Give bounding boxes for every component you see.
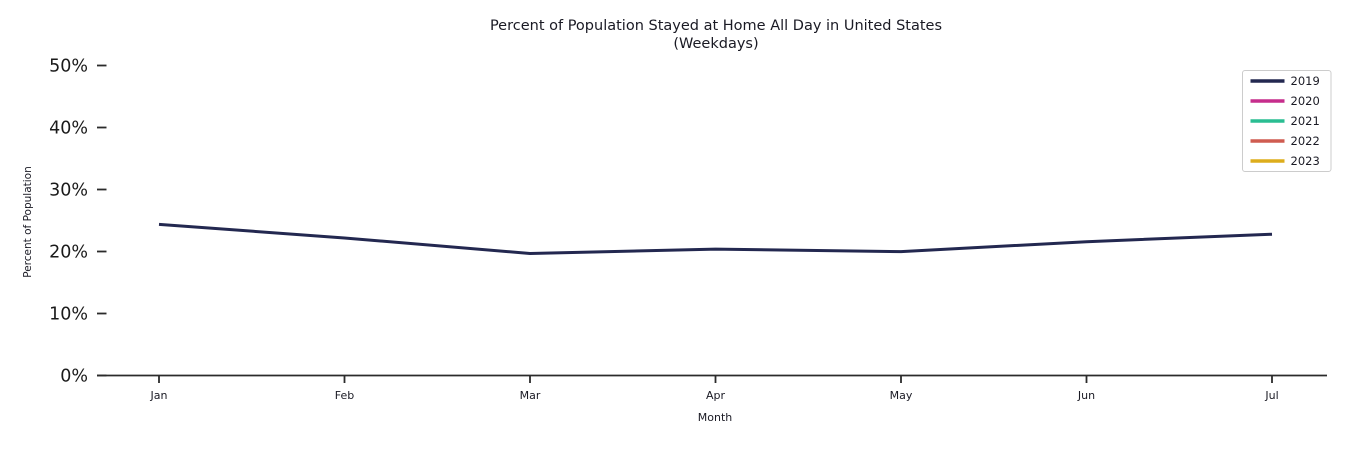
x-axis-label: Month <box>698 411 733 424</box>
y-tick-label: 50% <box>49 57 88 77</box>
y-axis-ticks: 0% 10% 20% 30% 40% 50% <box>49 57 107 387</box>
chart-title: Percent of Population Stayed at Home All… <box>490 18 942 34</box>
legend: 2019 2020 2021 2022 2023 <box>1242 70 1332 172</box>
legend-box <box>1242 70 1332 172</box>
y-tick-label: 0% <box>60 367 88 387</box>
y-tick-label: 40% <box>49 119 88 139</box>
x-tick-label: Feb <box>335 389 354 402</box>
legend-label: 2020 <box>1291 94 1320 108</box>
x-tick-label: Apr <box>706 389 726 402</box>
y-axis-label: Percent of Population <box>22 166 34 277</box>
legend-entry: 2022 <box>1250 134 1320 148</box>
legend-label: 2021 <box>1291 114 1320 128</box>
x-tick-label: Mar <box>520 389 541 402</box>
y-tick-label: 30% <box>49 181 88 201</box>
series-lines <box>158 222 1273 255</box>
series-line-2019 <box>158 222 1273 255</box>
legend-label: 2022 <box>1291 134 1320 148</box>
legend-entry: 2023 <box>1250 154 1320 168</box>
x-tick-label: Jun <box>1077 389 1095 402</box>
chart-subtitle: (Weekdays) <box>673 36 758 52</box>
legend-entry: 2019 <box>1250 74 1320 88</box>
x-tick-label: May <box>890 389 913 402</box>
y-tick-label: 10% <box>49 305 88 325</box>
x-axis-ticks: Jan Feb Mar Apr May Jun Jul <box>150 375 1279 402</box>
x-tick-label: Jan <box>150 389 168 402</box>
x-tick-label: Jul <box>1264 389 1278 402</box>
legend-label: 2019 <box>1291 74 1320 88</box>
legend-entry: 2020 <box>1250 94 1320 108</box>
legend-label: 2023 <box>1291 154 1320 168</box>
y-tick-label: 20% <box>49 243 88 263</box>
legend-entry: 2021 <box>1250 114 1320 128</box>
